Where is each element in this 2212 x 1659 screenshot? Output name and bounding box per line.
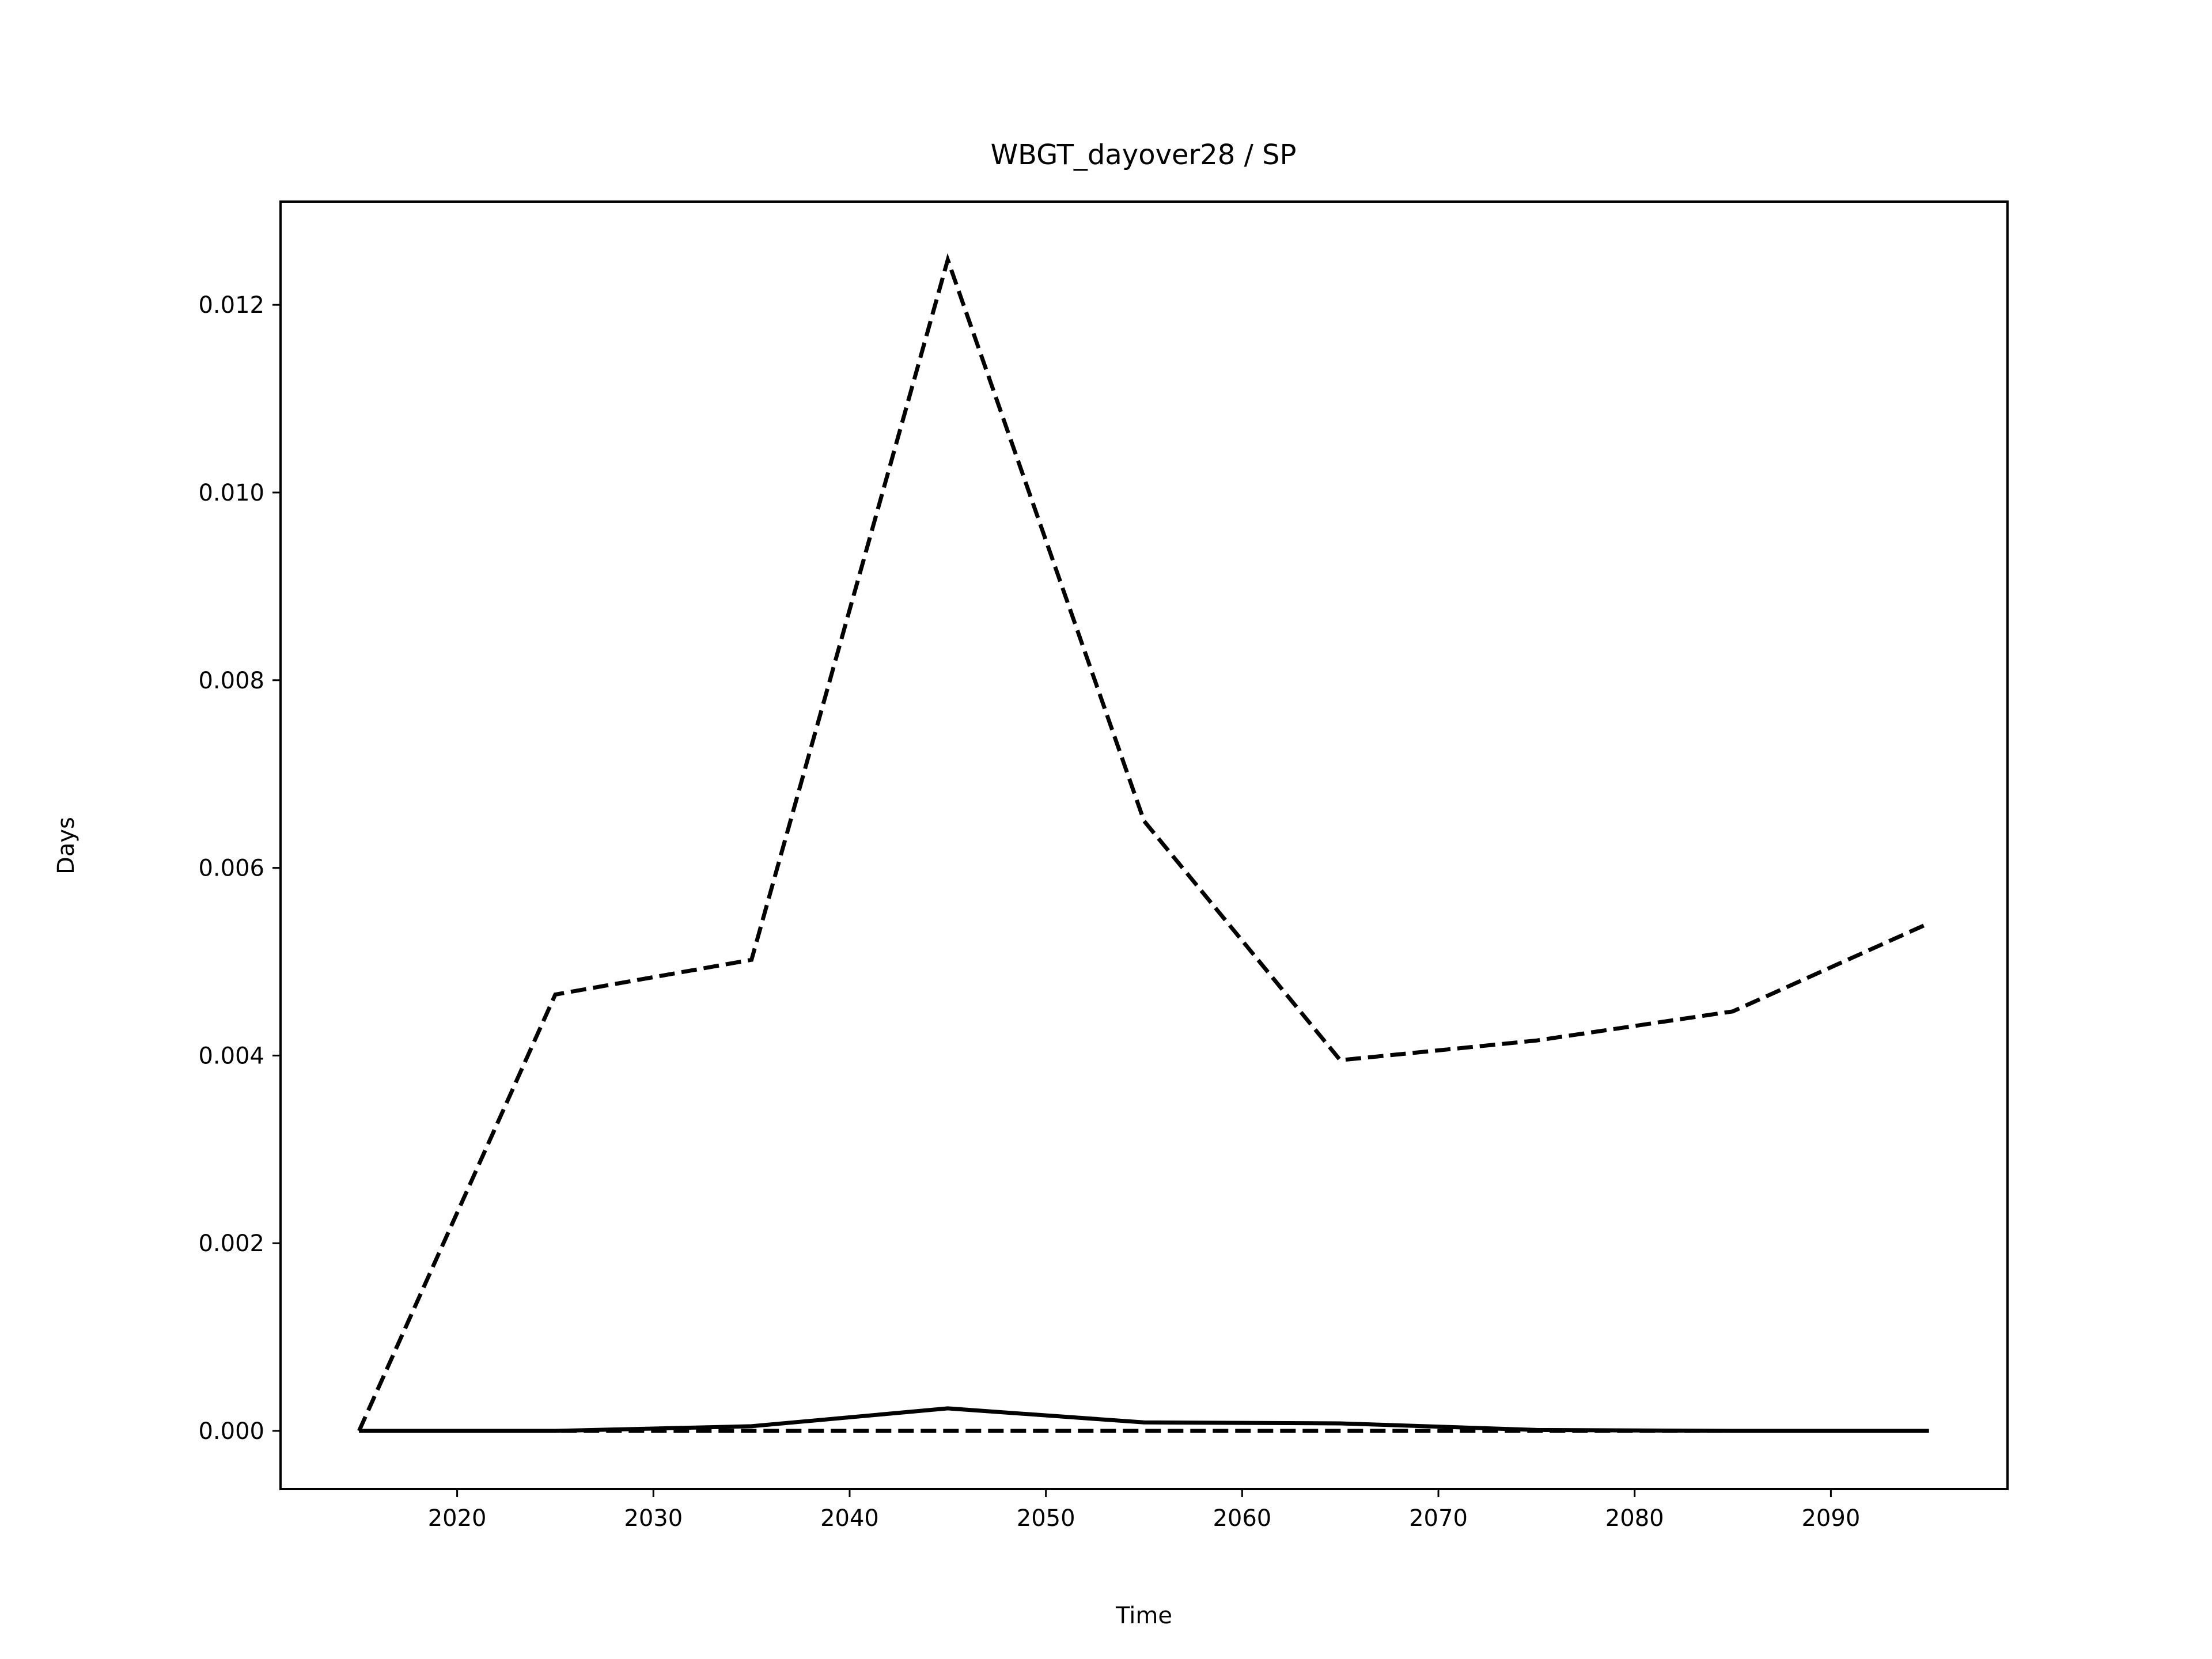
x-tick-label: 2040 (820, 1505, 879, 1532)
y-tick-label: 0.008 (198, 668, 264, 694)
plot-lines (357, 253, 1930, 1433)
y-tick-label: 0.002 (198, 1230, 264, 1257)
x-axis-label: Time (1115, 1603, 1172, 1629)
x-tick-label: 2030 (624, 1505, 683, 1532)
x-tick-label: 2080 (1605, 1505, 1664, 1532)
x-tick-label: 2090 (1801, 1505, 1860, 1532)
y-tick-label: 0.006 (198, 855, 264, 882)
y-tick-label: 0.004 (198, 1043, 264, 1069)
chart-title: WBGT_dayover28 / SP (991, 139, 1297, 171)
x-axis-ticks: 2020 2030 2040 2050 2060 2070 2080 2090 (428, 1489, 1860, 1532)
y-tick-label: 0.012 (198, 292, 264, 319)
x-tick-label: 2060 (1213, 1505, 1271, 1532)
plot-frame (279, 200, 2009, 1490)
series-line-1 (357, 253, 1930, 1432)
y-axis-ticks: 0.000 0.002 0.004 0.006 0.008 0.010 0.012 (198, 292, 281, 1445)
y-tick-label: 0.000 (198, 1418, 264, 1445)
x-tick-label: 2070 (1409, 1505, 1468, 1532)
y-tick-label: 0.010 (198, 480, 264, 506)
y-axis-label: Days (53, 817, 79, 874)
x-tick-label: 2020 (428, 1505, 487, 1532)
x-tick-label: 2050 (1017, 1505, 1075, 1532)
